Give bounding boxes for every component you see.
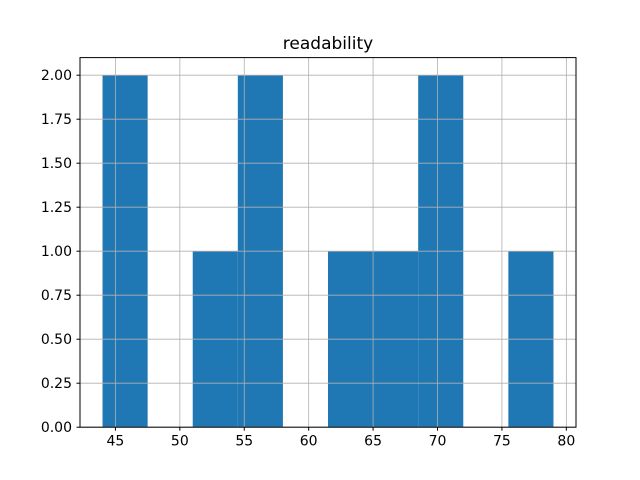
x-tick-label: 45 [107, 434, 125, 450]
x-tick-label: 65 [364, 434, 382, 450]
y-tick-label: 1.75 [41, 112, 72, 128]
y-tick-label: 2.00 [41, 68, 72, 84]
y-tick-label: 0.50 [41, 332, 72, 348]
y-tick-label: 0.75 [41, 288, 72, 304]
chart-title: readability [282, 34, 374, 54]
x-tick-label: 70 [429, 434, 447, 450]
y-tick-label: 1.00 [41, 244, 72, 260]
x-tick-label: 80 [557, 434, 575, 450]
y-tick-label: 0.25 [41, 376, 72, 392]
y-tick-label: 1.50 [41, 156, 72, 172]
x-tick-label: 60 [300, 434, 318, 450]
y-tick-label: 0.00 [41, 420, 72, 436]
x-tick-label: 50 [171, 434, 189, 450]
y-tick-label: 1.25 [41, 200, 72, 216]
axes-spines [79, 57, 577, 428]
x-tick-label: 55 [235, 434, 253, 450]
x-tick-label: 75 [493, 434, 511, 450]
